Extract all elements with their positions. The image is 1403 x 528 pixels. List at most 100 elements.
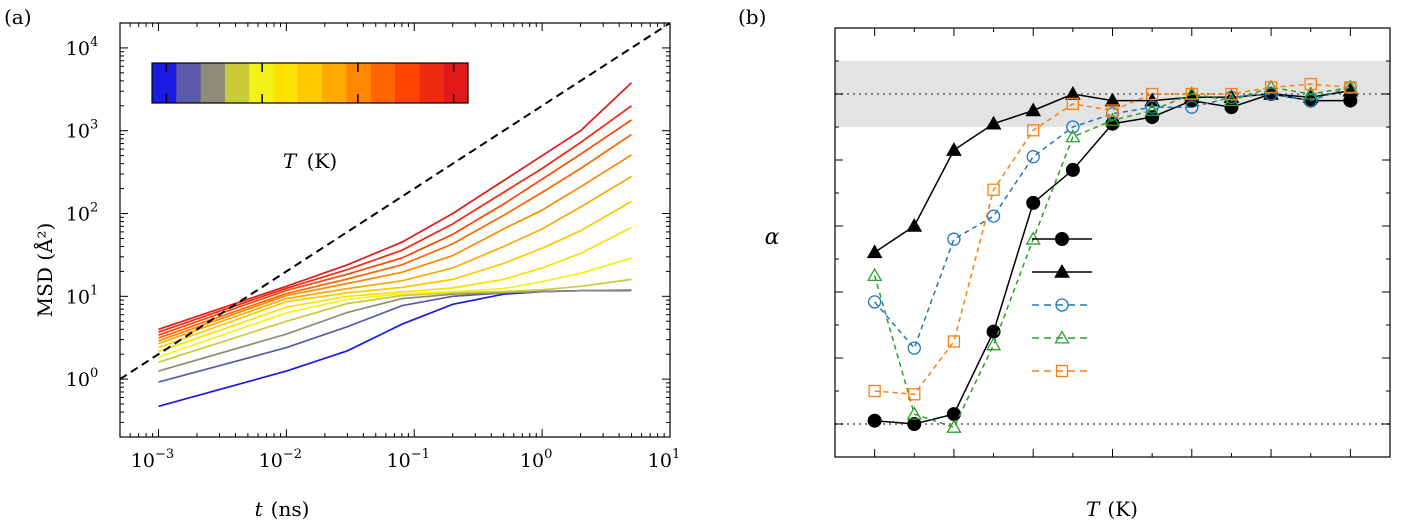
data-point (1026, 150, 1040, 164)
x-tick-label: 101 (648, 447, 680, 472)
y-tick-label: 104 (66, 35, 98, 60)
data-point (987, 183, 1000, 196)
data-point (1065, 162, 1080, 177)
data-point (1144, 102, 1160, 117)
tick-exp: 2 (90, 201, 98, 216)
data-point (907, 341, 921, 355)
data-point (1225, 87, 1238, 101)
colorbar-segment (152, 63, 177, 103)
colorbar-label-unit: (K) (300, 149, 337, 173)
tick-base: 10 (131, 450, 155, 472)
data-point (1105, 116, 1120, 131)
data-point (1145, 110, 1160, 125)
tick-base: 10 (66, 369, 90, 391)
panel-b-x-axis-label: T (K) (1086, 497, 1138, 521)
colorbar-label: T (K) (283, 149, 337, 173)
data-point (1303, 86, 1319, 100)
x-tick-label: 10−3 (131, 447, 174, 472)
data-point (986, 209, 1001, 223)
data-point (1145, 100, 1159, 114)
panel-b: (b) α T (K) (738, 5, 1391, 521)
data-point (1106, 104, 1119, 117)
series-line-3 (873, 86, 1351, 429)
msd-curve-T=300K (158, 288, 632, 372)
tick-base: 10 (520, 450, 544, 472)
data-point (1054, 263, 1070, 278)
tick-exp: −1 (411, 447, 430, 462)
msd-curve-T=350K (158, 278, 632, 364)
panel-a-label: (a) (4, 5, 32, 29)
x-axis-var: T (1086, 497, 1101, 521)
msd-curve-T=450K (158, 226, 632, 353)
colorbar-segment (395, 63, 420, 103)
colorbar-segment (200, 63, 226, 103)
tick-base: 10 (387, 450, 411, 472)
tick-exp: −3 (155, 447, 174, 462)
x-tick-label: 10−1 (387, 447, 430, 472)
data-point (1055, 364, 1069, 378)
panel-a-x-axis-label: t (ns) (255, 497, 310, 521)
msd-curve-T=750K (158, 105, 632, 333)
data-point (1066, 97, 1080, 111)
tick-base: 10 (66, 286, 90, 308)
colorbar-label-var: T (283, 149, 298, 173)
data-point (907, 417, 922, 431)
x-axis-var: t (255, 497, 264, 521)
msd-curve-T=400K (158, 257, 632, 358)
data-point (1145, 87, 1159, 101)
data-point (868, 384, 881, 398)
tick-base: 10 (66, 38, 90, 60)
data-point (946, 407, 961, 422)
msd-curve-T=650K (158, 133, 632, 339)
data-point (1185, 87, 1198, 101)
data-point (867, 295, 882, 309)
data-point (1026, 195, 1041, 210)
colorbar-segment (370, 63, 396, 103)
tick-base: 10 (66, 121, 90, 143)
msd-curve-T=250K (158, 289, 632, 383)
tick-base: 10 (259, 450, 283, 472)
data-point (906, 406, 922, 420)
tick-exp: 3 (90, 118, 98, 133)
data-point (867, 267, 883, 282)
tick-exp: −2 (283, 447, 302, 462)
x-axis-unit: (K) (1107, 497, 1138, 521)
data-point (1264, 81, 1278, 94)
colorbar-segment (346, 63, 372, 103)
colorbar-segment (273, 63, 299, 103)
y-tick-label: 103 (66, 118, 98, 143)
colorbar-segment (322, 63, 348, 103)
tick-exp: 1 (90, 283, 98, 298)
x-axis-unit: (ns) (271, 497, 310, 521)
data-point (1055, 232, 1069, 246)
data-point (1344, 81, 1357, 94)
panel-a-y-axis-label: MSD (Å²) (32, 223, 57, 318)
msd-curve-T=800K (158, 82, 633, 331)
data-point (1025, 102, 1042, 117)
colorbar-segment (224, 63, 250, 103)
msd-curve-T=600K (158, 154, 632, 342)
data-point (1027, 124, 1040, 137)
panel-b-y-axis-label: α (765, 225, 780, 250)
data-point (1064, 85, 1081, 100)
tick-base: 10 (66, 204, 90, 226)
colorbar-segment (176, 63, 202, 103)
data-point (946, 142, 962, 156)
data-point (1054, 330, 1070, 344)
data-point (1304, 77, 1317, 91)
msd-curve-T=500K (158, 200, 632, 349)
colorbar-segment (297, 63, 323, 103)
y-tick-label: 101 (66, 283, 98, 308)
tick-exp: 1 (672, 447, 680, 462)
panel-a-frame (119, 22, 671, 438)
data-point (1066, 120, 1080, 134)
data-point (1104, 92, 1121, 107)
panel-b-plot-area (834, 27, 1391, 458)
data-point (947, 232, 961, 246)
data-point (866, 244, 883, 259)
colorbar-segment (443, 63, 469, 103)
data-point (1185, 100, 1199, 114)
data-point (947, 335, 961, 348)
